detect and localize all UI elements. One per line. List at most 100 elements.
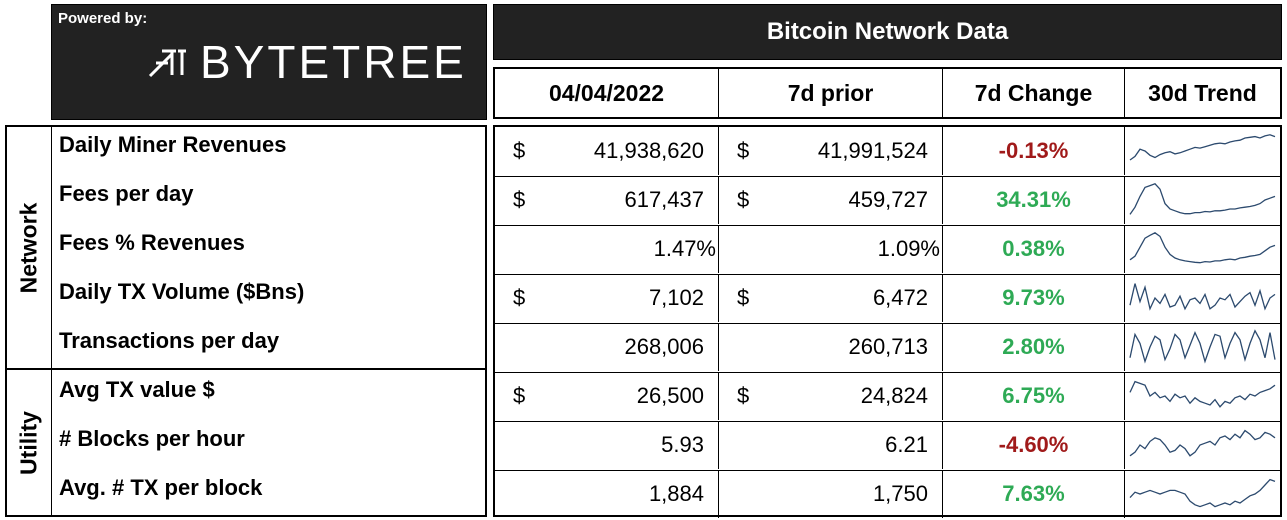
table-title: Bitcoin Network Data <box>493 4 1282 60</box>
prior-value-cell: $ 24,824 <box>719 372 943 420</box>
current-value: 5.93 <box>661 432 704 457</box>
metric-label: # Blocks per hour <box>59 426 245 451</box>
trend-sparkline <box>1125 323 1280 371</box>
currency-symbol: $ <box>737 383 750 408</box>
current-value: 1,884 <box>648 481 704 506</box>
change-value: -0.13% <box>943 127 1125 175</box>
prior-value-cell: $ 6,472 <box>719 274 943 322</box>
current-value: 7,102 <box>648 285 704 310</box>
sparkline-chart <box>1129 478 1276 508</box>
trend-sparkline <box>1125 372 1280 420</box>
prior-value-cell: $ 41,991,524 <box>719 127 943 175</box>
current-value-cell: $ 7,102 <box>495 274 719 322</box>
prior-value: 6.21 <box>885 432 928 457</box>
currency-symbol: $ <box>513 138 526 163</box>
metric-label: Avg. # TX per block <box>59 475 263 500</box>
prior-value-cell: $ 459,727 <box>719 176 943 224</box>
prior-value: 6,472 <box>872 285 928 310</box>
prior-value: 459,727 <box>848 187 928 212</box>
trend-sparkline <box>1125 225 1280 273</box>
sparkline-series <box>1129 134 1276 161</box>
data-table: $ 41,938,620 $ 41,991,524 -0.13% $ 617,4… <box>493 125 1282 519</box>
currency-symbol: $ <box>737 285 750 310</box>
metric-label: Avg TX value $ <box>59 377 215 402</box>
column-header-date: 04/04/2022 <box>495 69 719 117</box>
currency-symbol: $ <box>737 187 750 212</box>
bytetree-logo-icon <box>148 49 186 78</box>
currency-symbol: $ <box>513 285 526 310</box>
current-value-cell: 1.47% <box>495 225 719 273</box>
column-header-change: 7d Change <box>943 69 1125 117</box>
trend-sparkline <box>1125 274 1280 322</box>
sparkline-series <box>1129 232 1276 264</box>
logo-panel: Powered by: BYTETREE <box>51 4 487 120</box>
current-value: 41,938,620 <box>593 138 704 163</box>
prior-value: 1,750 <box>872 481 928 506</box>
table-row: 1.47% 1.09% 0.38% <box>495 225 1280 275</box>
metric-label: Fees % Revenues <box>59 230 245 255</box>
sparkline-chart <box>1129 134 1276 161</box>
current-value-cell: $ 617,437 <box>495 176 719 224</box>
sparkline-series <box>1129 183 1276 215</box>
change-value: 6.75% <box>943 372 1125 420</box>
change-value: 2.80% <box>943 323 1125 371</box>
change-value: 7.63% <box>943 470 1125 518</box>
prior-value-cell: 6.21 <box>719 421 943 469</box>
table-row: $ 26,500 $ 24,824 6.75% <box>495 372 1280 422</box>
metric-label: Transactions per day <box>59 328 280 353</box>
table-row: 5.93 6.21 -4.60% <box>495 421 1280 471</box>
current-value-cell: 5.93 <box>495 421 719 469</box>
current-value-cell: 268,006 <box>495 323 719 371</box>
logo-wordmark: BYTETREE <box>200 36 467 88</box>
prior-value: 1.09% <box>877 236 940 261</box>
prior-value: 24,824 <box>860 383 928 408</box>
current-value-cell: $ 26,500 <box>495 372 719 420</box>
trend-sparkline <box>1125 470 1280 518</box>
table-row: 268,006 260,713 2.80% <box>495 323 1280 373</box>
sparkline-series <box>1129 478 1276 508</box>
sparkline-chart <box>1129 232 1276 264</box>
current-value-cell: 1,884 <box>495 470 719 518</box>
column-header-row: 04/04/2022 7d prior 7d Change 30d Trend <box>493 67 1282 119</box>
change-value: -4.60% <box>943 421 1125 469</box>
table-row: $ 617,437 $ 459,727 34.31% <box>495 176 1280 226</box>
sparkline-series <box>1129 429 1276 457</box>
group-network: Network Daily Miner Revenues Fees per da… <box>5 125 487 370</box>
sparkline-chart <box>1129 283 1276 311</box>
prior-value-cell: 1.09% <box>719 225 943 273</box>
prior-value: 41,991,524 <box>817 138 928 163</box>
group-label-utility: Utility <box>7 370 52 515</box>
group-utility: Utility Avg TX value $ # Blocks per hour… <box>5 368 487 517</box>
sparkline-series <box>1129 329 1276 364</box>
sparkline-chart <box>1129 380 1276 408</box>
change-value: 9.73% <box>943 274 1125 322</box>
table-row: $ 7,102 $ 6,472 9.73% <box>495 274 1280 324</box>
currency-symbol: $ <box>513 383 526 408</box>
current-value: 1.47% <box>653 236 716 261</box>
column-header-prior: 7d prior <box>719 69 943 117</box>
metric-label: Fees per day <box>59 181 194 206</box>
trend-sparkline <box>1125 176 1280 224</box>
sparkline-chart <box>1129 429 1276 457</box>
prior-value: 260,713 <box>848 334 928 359</box>
currency-symbol: $ <box>737 138 750 163</box>
trend-sparkline <box>1125 127 1280 175</box>
table-row: $ 41,938,620 $ 41,991,524 -0.13% <box>495 127 1280 177</box>
change-value: 34.31% <box>943 176 1125 224</box>
sparkline-series <box>1129 283 1276 311</box>
current-value: 617,437 <box>624 187 704 212</box>
sparkline-chart <box>1129 183 1276 215</box>
prior-value-cell: 1,750 <box>719 470 943 518</box>
change-value: 0.38% <box>943 225 1125 273</box>
powered-by-label: Powered by: <box>58 10 148 27</box>
prior-value-cell: 260,713 <box>719 323 943 371</box>
table-row: 1,884 1,750 7.63% <box>495 470 1280 519</box>
current-value-cell: $ 41,938,620 <box>495 127 719 175</box>
metric-label: Daily TX Volume ($Bns) <box>59 279 305 304</box>
group-label-network: Network <box>7 127 52 368</box>
sparkline-chart <box>1129 329 1276 364</box>
current-value: 26,500 <box>636 383 704 408</box>
trend-sparkline <box>1125 421 1280 469</box>
current-value: 268,006 <box>624 334 704 359</box>
column-header-trend: 30d Trend <box>1148 79 1257 106</box>
